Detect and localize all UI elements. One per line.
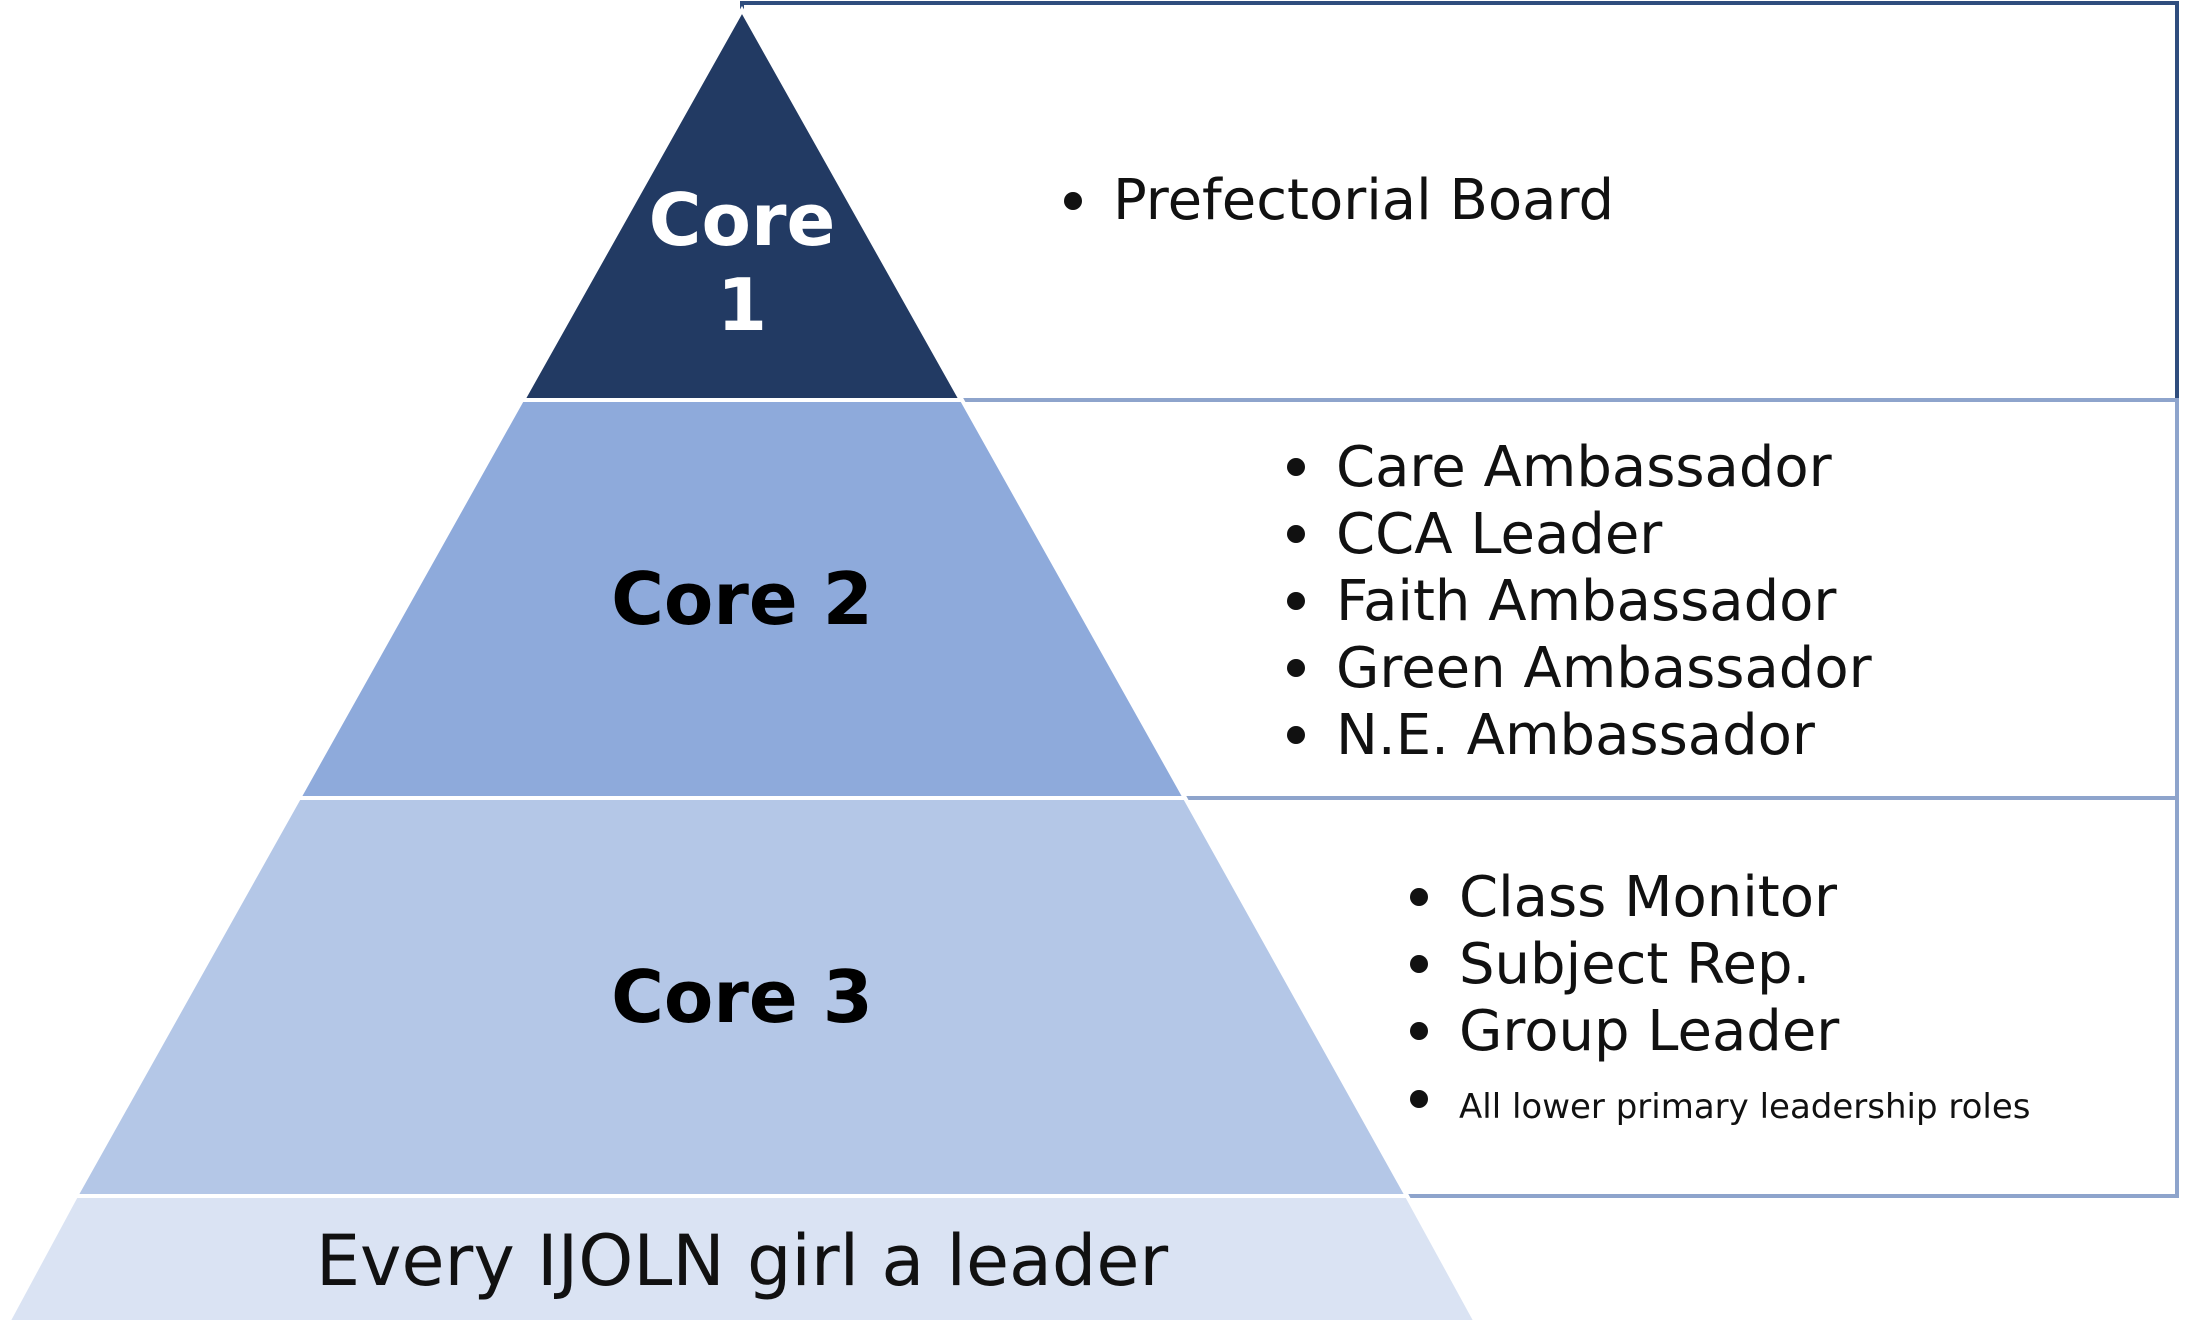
list-item: Group Leader xyxy=(1459,999,1840,1064)
bullet-icon xyxy=(1287,525,1305,543)
bullet-icon xyxy=(1410,1022,1428,1040)
core1-roles-box xyxy=(740,1,2179,402)
core2-label: Core 2 xyxy=(611,557,873,641)
bullet-icon xyxy=(1287,659,1305,677)
core2-roles-box xyxy=(960,398,2179,800)
bullet-icon xyxy=(1410,888,1428,906)
core3-roles-list: Class Monitor Subject Rep. Group Leader … xyxy=(1410,865,2030,1127)
list-item: Faith Ambassador xyxy=(1336,569,1837,634)
list-item: Prefectorial Board xyxy=(1113,168,1614,233)
bullet-icon xyxy=(1064,192,1082,210)
list-item: Green Ambassador xyxy=(1336,636,1873,701)
bullet-icon xyxy=(1410,1090,1428,1108)
list-item: Subject Rep. xyxy=(1459,932,1810,997)
list-item: N.E. Ambassador xyxy=(1336,703,1816,768)
list-item: Class Monitor xyxy=(1459,865,1838,930)
base-label: Every IJOLN girl a leader xyxy=(316,1220,1169,1302)
core2-roles-list: Care Ambassador CCA Leader Faith Ambassa… xyxy=(1287,435,1873,768)
bullet-icon xyxy=(1287,592,1305,610)
list-item: Care Ambassador xyxy=(1336,435,1833,500)
base-tier xyxy=(4,1194,1480,1324)
core3-label: Core 3 xyxy=(611,955,873,1039)
bullet-icon xyxy=(1287,458,1305,476)
bullet-icon xyxy=(1287,726,1305,744)
core1-roles-list: Prefectorial Board xyxy=(1064,168,1614,233)
core1-label-line1: Core xyxy=(649,178,836,262)
core1-label-line2: 1 xyxy=(717,263,767,347)
list-item-small: All lower primary leadership roles xyxy=(1459,1087,2030,1127)
bullet-icon xyxy=(1410,955,1428,973)
list-item: CCA Leader xyxy=(1336,502,1663,567)
